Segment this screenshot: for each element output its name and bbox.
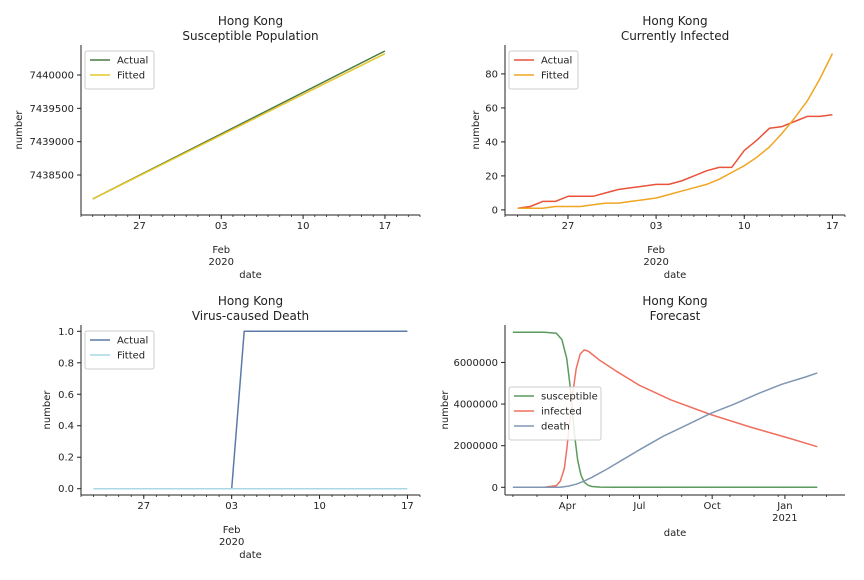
y-tick-label: 0.4 <box>58 421 74 432</box>
x-tick-label: 03 <box>215 221 228 232</box>
x-date-extra-label: 2020 <box>209 257 234 268</box>
chart-subtitle: Currently Infected <box>621 29 729 43</box>
series-line-infected <box>512 349 818 489</box>
x-axis-label: date <box>664 528 687 539</box>
x-date-extra-label: Feb <box>223 525 241 536</box>
legend-label: susceptible <box>541 392 598 403</box>
legend-label: infected <box>541 407 582 418</box>
y-tick-label: 7439000 <box>29 137 74 148</box>
x-tick-label: 03 <box>650 221 663 232</box>
y-tick-label: 0.0 <box>58 484 74 495</box>
x-axis-label: date <box>239 550 262 561</box>
chart-title: Hong Kong <box>642 294 707 308</box>
x-tick-label: 17 <box>401 501 414 512</box>
chart-title: Hong Kong <box>218 14 283 28</box>
y-tick-label: 0.8 <box>58 358 74 369</box>
y-axis-label: number <box>471 110 482 150</box>
legend-label: Fitted <box>117 351 145 362</box>
x-tick-label: 10 <box>297 221 310 232</box>
series-line-fitted <box>517 53 834 209</box>
series-line-actual <box>517 113 833 209</box>
chart-subtitle: Virus-caused Death <box>192 309 309 323</box>
chart-subtitle: Susceptible Population <box>182 29 318 43</box>
x-date-extra-label: 2020 <box>643 257 668 268</box>
x-tick-label: Jul <box>632 501 645 512</box>
y-tick-label: 60 <box>485 103 498 114</box>
y-tick-label: 20 <box>485 171 498 182</box>
x-tick-label: 17 <box>379 221 392 232</box>
y-tick-label: 0.2 <box>58 453 74 464</box>
legend-label: death <box>541 422 570 433</box>
y-axis-label: number <box>440 390 451 430</box>
chart-subtitle: Forecast <box>650 309 701 323</box>
legend: Actual Fitted <box>84 330 155 370</box>
x-tick-year-label: 2021 <box>772 513 797 524</box>
y-tick-label: 7439500 <box>29 104 74 115</box>
x-date-extra-label: 2020 <box>219 537 244 548</box>
legend: Actual Fitted <box>84 50 155 90</box>
x-tick-label: 27 <box>137 501 150 512</box>
y-tick-label: 1.0 <box>58 327 74 338</box>
legend-label: Actual <box>541 56 572 67</box>
x-tick-label: 17 <box>826 221 839 232</box>
series-line-death <box>512 372 818 489</box>
x-date-extra-label: Feb <box>647 245 665 256</box>
series-line-fitted <box>92 53 386 200</box>
x-axis-label: date <box>239 270 262 281</box>
y-tick-label: 0.6 <box>58 390 74 401</box>
legend-label: Fitted <box>541 71 569 82</box>
series-line-susceptible <box>512 331 818 489</box>
y-tick-label: 80 <box>485 69 498 80</box>
x-tick-label: 03 <box>225 501 238 512</box>
x-tick-label: 10 <box>313 501 326 512</box>
legend-label: Actual <box>117 56 148 67</box>
y-tick-label: 7438500 <box>29 171 74 182</box>
chart-title: Hong Kong <box>642 14 707 28</box>
x-tick-label: 10 <box>738 221 751 232</box>
y-tick-label: 4000000 <box>453 400 498 411</box>
y-axis-label: number <box>14 110 25 150</box>
y-axis-label: number <box>42 390 53 430</box>
y-tick-label: 0 <box>492 483 498 494</box>
y-tick-label: 2000000 <box>453 441 498 452</box>
x-axis-label: date <box>664 270 687 281</box>
legend-label: Actual <box>117 336 148 347</box>
x-tick-label: 27 <box>562 221 575 232</box>
legend: susceptible infected death <box>508 386 602 441</box>
x-tick-label: Apr <box>559 501 577 512</box>
x-tick-label: Oct <box>704 501 721 512</box>
y-tick-label: 7440000 <box>29 71 74 82</box>
y-tick-label: 6000000 <box>453 358 498 369</box>
legend: Actual Fitted <box>508 50 579 90</box>
y-tick-label: 40 <box>485 137 498 148</box>
x-tick-label: 27 <box>133 221 146 232</box>
x-tick-label: Jan <box>776 501 792 512</box>
x-date-extra-label: Feb <box>212 245 230 256</box>
legend-label: Fitted <box>117 71 145 82</box>
y-tick-label: 0 <box>492 205 498 216</box>
chart-title: Hong Kong <box>218 294 283 308</box>
